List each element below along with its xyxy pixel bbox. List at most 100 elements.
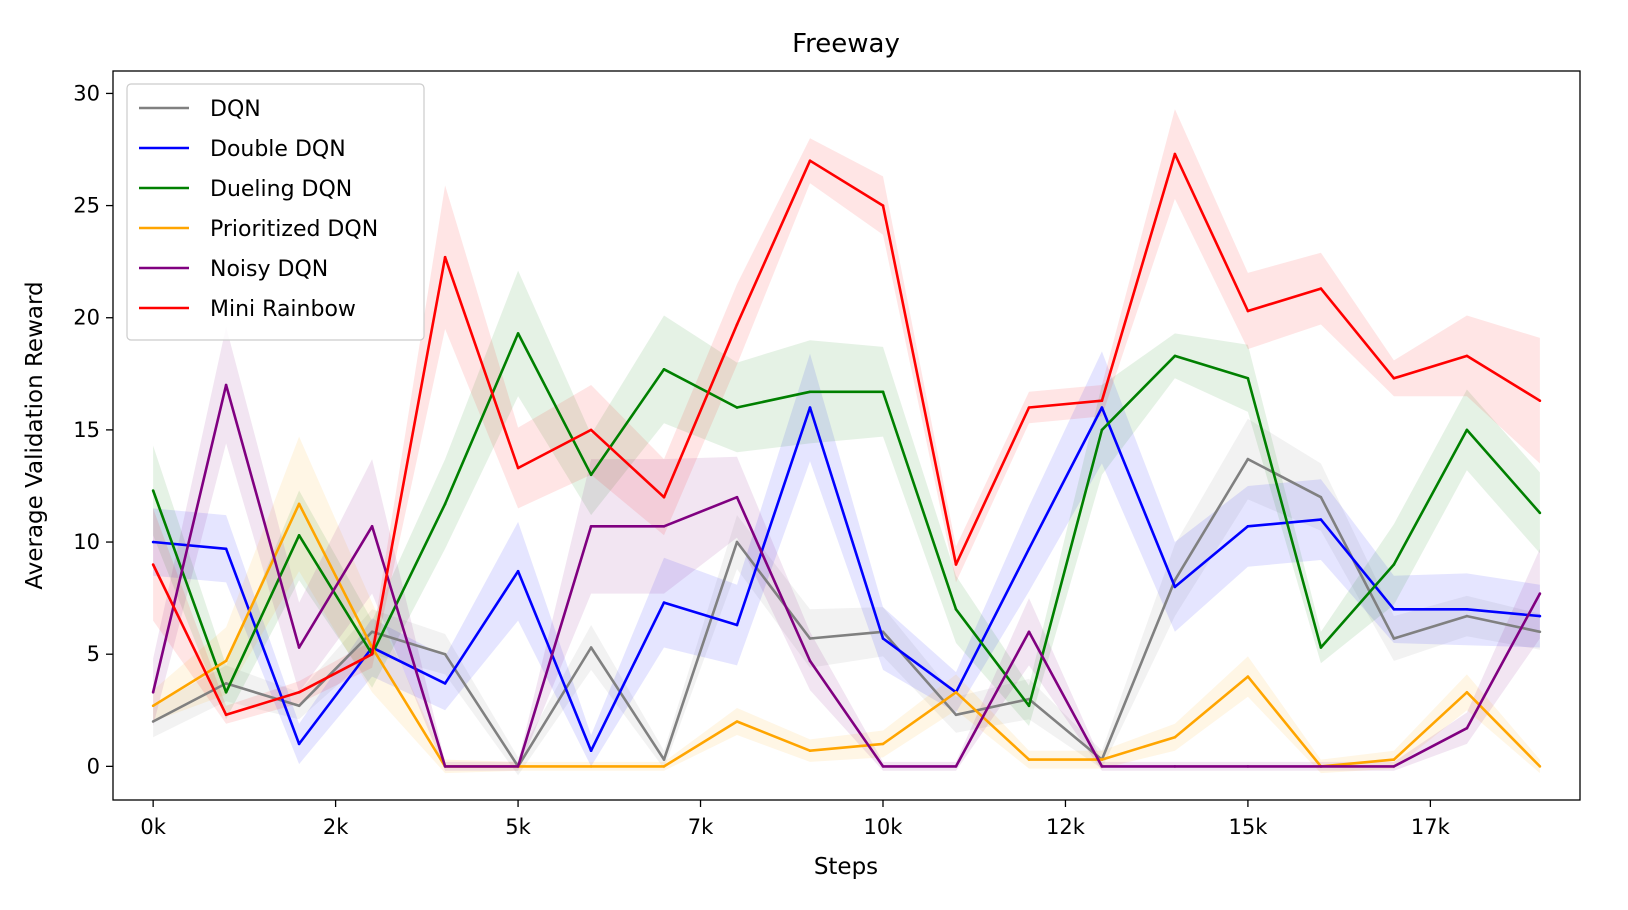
data-point [443,502,447,506]
data-point [1100,399,1104,403]
data-point [1246,675,1250,678]
plot-frame [112,70,1581,801]
data-point [735,540,739,544]
data-point [1465,428,1469,432]
data-point [735,495,739,499]
data-point [443,765,447,768]
x-axis-label: Steps [814,854,878,880]
legend-label: DQN [210,97,261,122]
data-point [224,713,228,717]
legend-item-mini-rainbow: Mini Rainbow [139,297,356,322]
data-point [1538,592,1542,595]
x-tick-label: 7k [688,815,714,839]
x-tick-label: 5k [505,815,531,839]
data-point [1027,630,1031,634]
data-point [224,659,228,663]
data-point [735,623,739,627]
data-point [1538,614,1542,618]
y-tick-label: 15 [73,418,100,442]
data-point [224,691,228,694]
legend-item-dqn: DQN [139,97,261,122]
data-point [1319,287,1323,290]
data-point [1538,765,1542,768]
data-point [1319,495,1323,499]
series-lines [151,152,1542,768]
data-point [370,630,374,634]
data-point [1246,309,1250,313]
x-tick-label: 0k [140,815,166,839]
data-point [516,569,520,573]
data-point [370,652,374,656]
data-point [954,713,958,717]
legend-item-prioritized-dqn: Prioritized DQN [139,217,378,242]
double-dqn-series-line [152,406,1541,753]
y-tick-label: 5 [87,642,100,666]
data-point [297,534,301,537]
data-point [1392,765,1396,768]
data-point [954,765,958,768]
data-point [1027,758,1031,761]
data-point [297,742,301,746]
data-point [151,704,155,708]
data-point [1465,354,1469,358]
data-point [662,758,666,761]
y-tick-label: 30 [73,81,100,105]
noisy-dqn-series-line [151,383,1542,768]
data-point [516,332,520,335]
data-point [954,563,958,566]
dueling-dqn-confidence-band [153,270,1540,726]
data-point [662,601,666,604]
confidence-bands [153,109,1540,776]
data-point [881,204,885,207]
data-point [297,691,301,694]
data-point [881,637,885,640]
data-point [1538,399,1542,403]
data-point [151,563,155,566]
data-point [516,765,520,768]
data-point [151,691,155,694]
data-point [808,637,812,640]
y-tick-label: 20 [73,306,100,330]
data-point [881,742,885,746]
mini-rainbow-points [151,152,1542,717]
data-point [443,255,447,259]
data-point [589,749,593,752]
data-point [1173,354,1177,358]
data-point [662,368,666,371]
data-point [151,489,155,492]
data-point [808,659,812,663]
data-point [1465,614,1469,618]
data-point [151,540,155,544]
data-point [370,525,374,528]
data-point [1392,563,1396,566]
legend-label: Mini Rainbow [210,297,356,322]
data-point [589,428,593,432]
data-point [1100,765,1104,768]
x-tick-label: 10k [864,815,904,839]
legend-label: Prioritized DQN [210,217,378,242]
double-dqn-confidence-band [153,351,1540,767]
data-point [808,406,812,409]
data-point [1100,758,1104,761]
data-point [1173,578,1177,582]
data-point [808,390,812,394]
x-tick-label: 2k [323,815,349,839]
prioritized-dqn-series-line [152,502,1541,768]
data-point [1100,428,1104,432]
y-tick-label: 10 [73,530,100,554]
data-point [1319,646,1323,649]
data-point [224,547,228,551]
data-point [808,749,812,752]
dqn-series-line [152,457,1541,768]
data-point [808,159,812,162]
data-point [1392,758,1396,761]
data-point [1173,735,1177,739]
data-point [1173,152,1177,156]
data-point [224,383,228,387]
data-point [589,646,593,649]
data-point [1173,765,1177,768]
x-axis: 0k 2k 5k 7k 10k 12k 15k 17k [140,800,1451,839]
legend-item-noisy-dqn: Noisy DQN [139,257,328,282]
data-point [1246,525,1250,528]
legend-label: Dueling DQN [210,177,352,202]
